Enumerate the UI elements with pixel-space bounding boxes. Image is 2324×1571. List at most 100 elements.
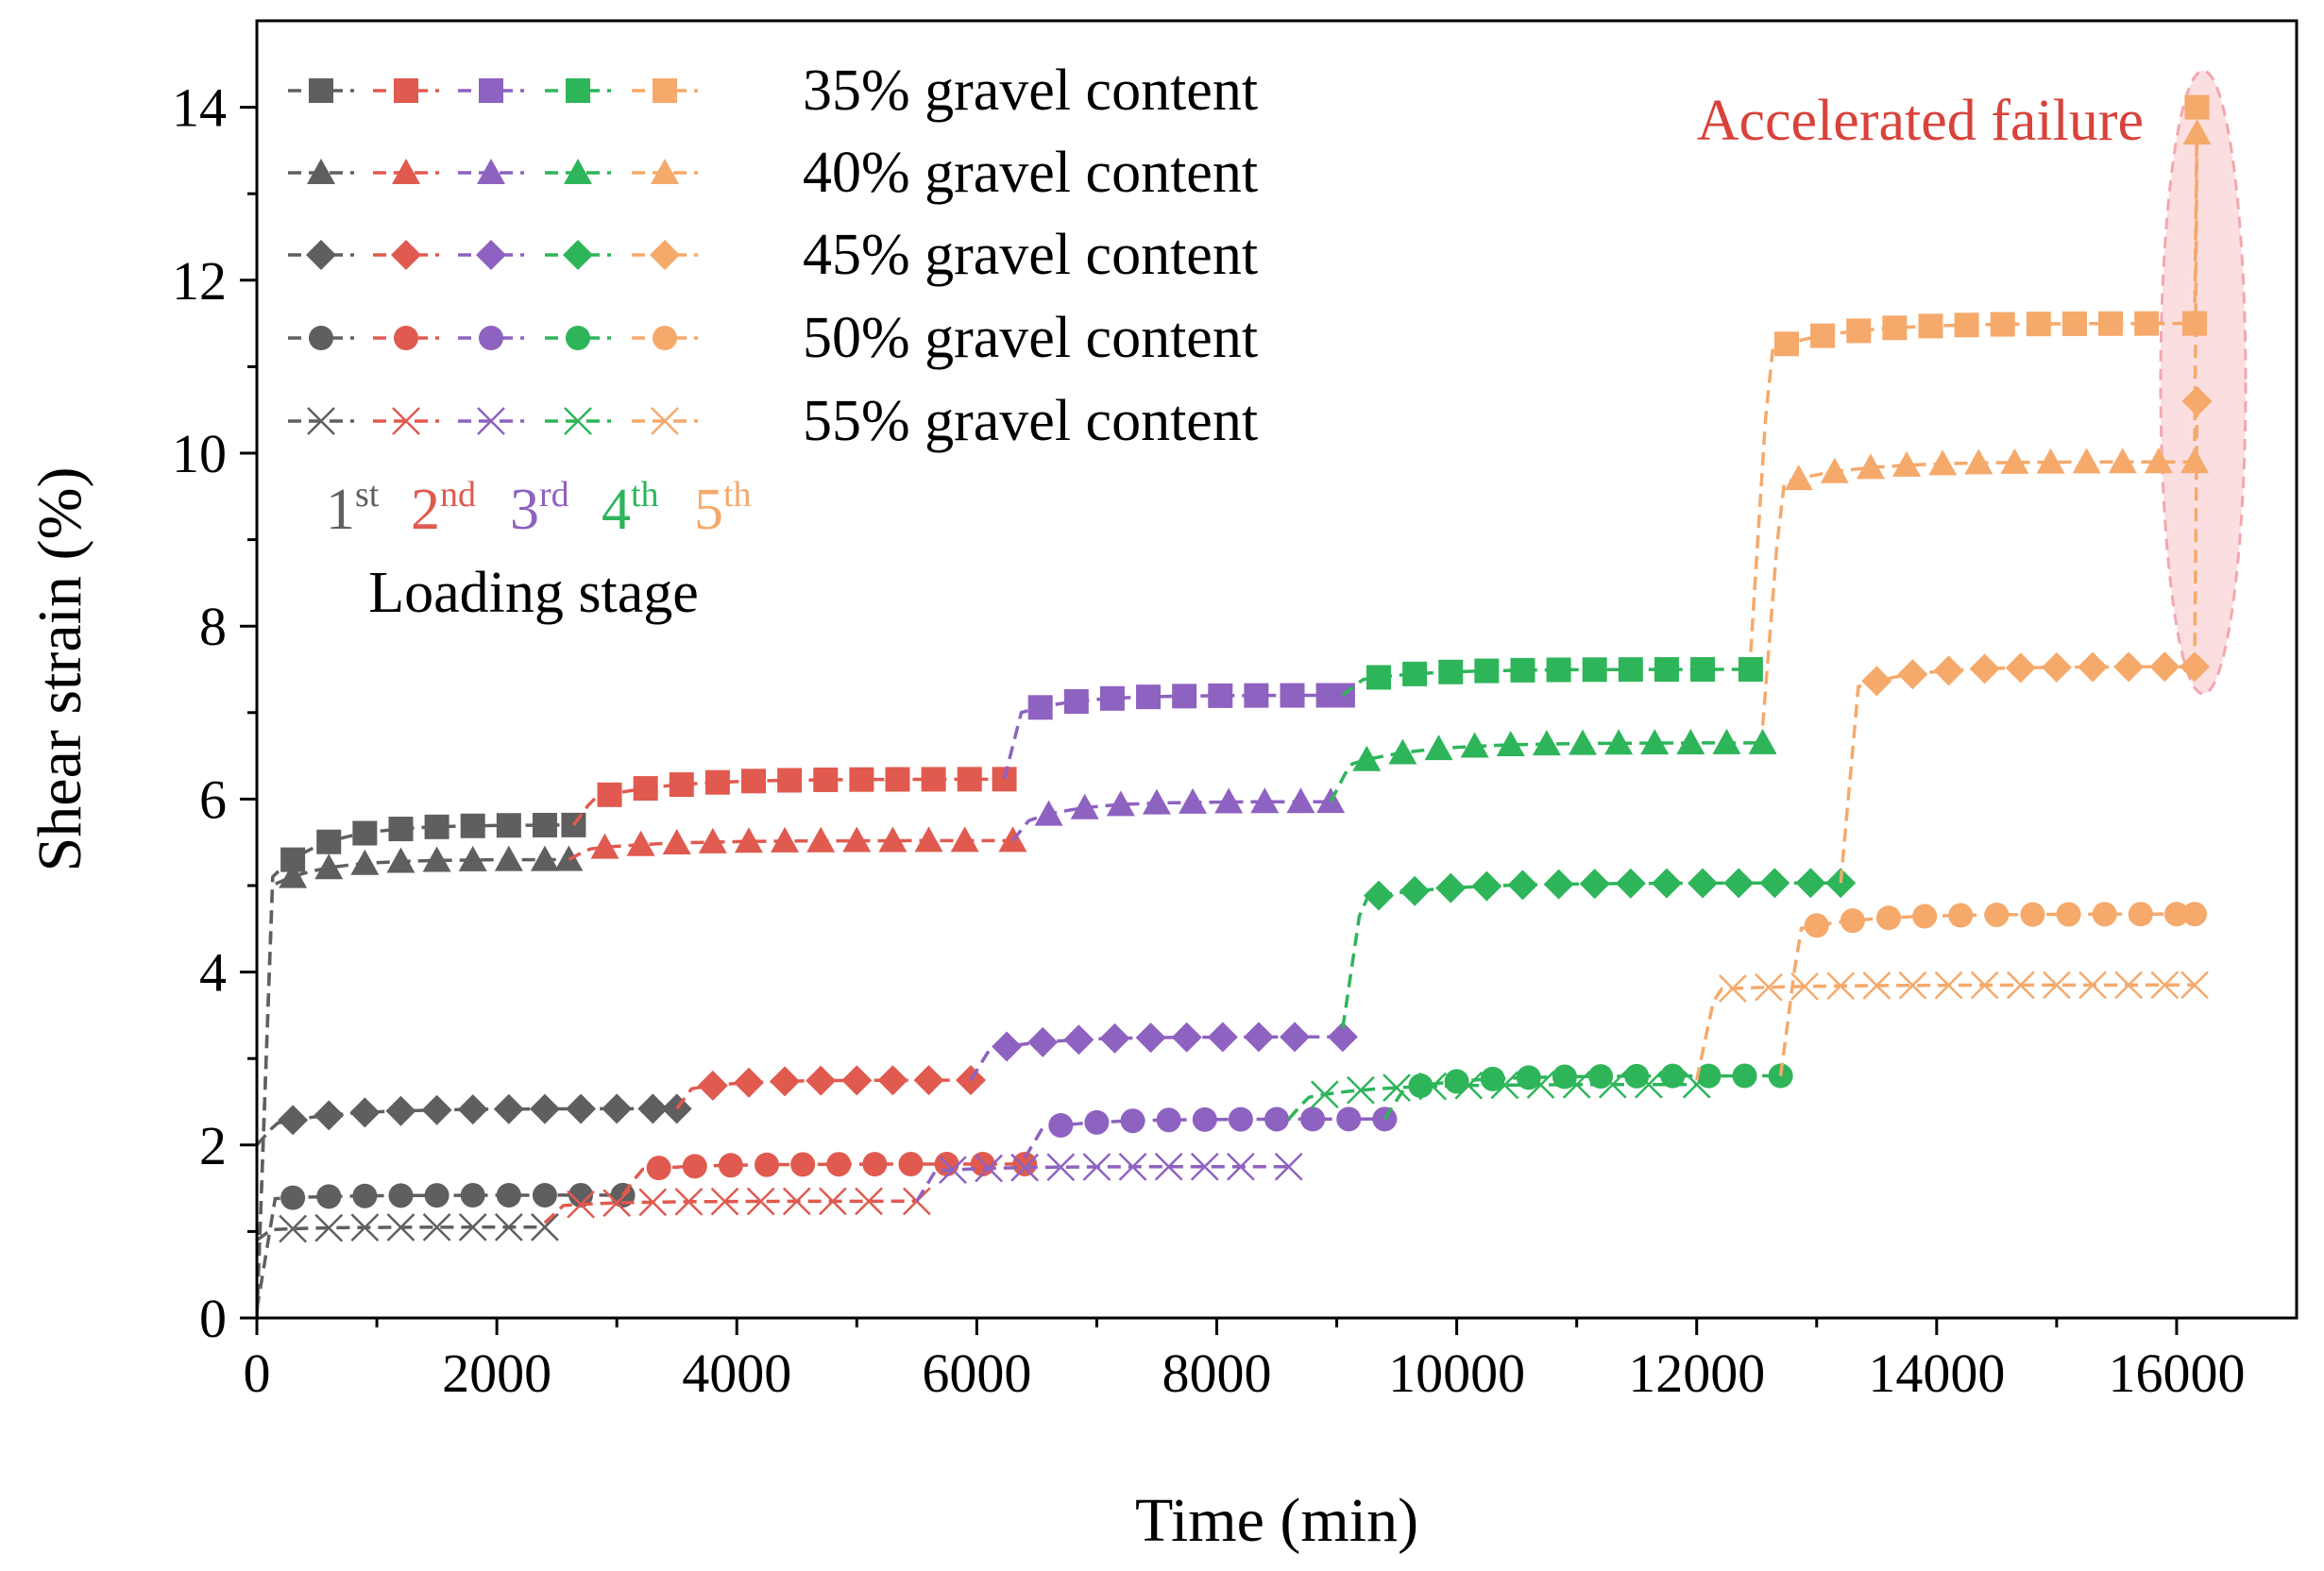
y-tick-label: 10 [172, 423, 227, 484]
data-point [2180, 971, 2209, 1000]
data-point [1490, 1071, 1519, 1100]
data-point [314, 853, 344, 880]
data-point [782, 1187, 811, 1216]
data-point [1759, 868, 1790, 899]
failure-point [2184, 94, 2210, 120]
data-point [1862, 971, 1891, 1000]
data-point [704, 769, 730, 795]
data-point [914, 826, 943, 853]
data-point [682, 1154, 707, 1179]
data-point [1928, 449, 1958, 476]
data-point [1171, 1022, 1202, 1053]
y-tick-label: 0 [199, 1288, 227, 1349]
data-point [1388, 738, 1417, 765]
stage-curve [1383, 1073, 1781, 1121]
series-2 [257, 119, 2212, 1318]
data-point [1948, 903, 1974, 928]
data-point [2182, 902, 2207, 927]
data-point [1676, 728, 1705, 754]
data-point [2128, 902, 2153, 927]
data-point [1510, 657, 1535, 683]
data-point [1970, 971, 1999, 1000]
data-point [386, 1213, 416, 1242]
data-point [1063, 1024, 1094, 1056]
data-point [1099, 1022, 1130, 1054]
data-point [1768, 1063, 1793, 1089]
data-point [697, 1070, 728, 1101]
data-point [1784, 465, 1813, 491]
data-point [1861, 666, 1892, 697]
x-tick-label: 8000 [1162, 1343, 1271, 1404]
x-tick-label: 14000 [1868, 1343, 2005, 1404]
data-point [2078, 971, 2107, 1000]
stage-curve [257, 1193, 623, 1310]
data-point [568, 1182, 594, 1208]
data-point [1984, 902, 2010, 927]
data-point [755, 1152, 779, 1177]
data-point [458, 1212, 487, 1242]
data-point [1748, 728, 1777, 754]
x-axis-title: Time (min) [1135, 1486, 1418, 1555]
data-point [424, 1183, 450, 1208]
data-point [818, 1187, 847, 1216]
data-point [992, 767, 1017, 792]
data-point [1402, 661, 1428, 686]
data-point [1048, 1112, 1074, 1138]
data-point [1034, 800, 1063, 826]
stage-curve [1011, 800, 1332, 842]
data-point [530, 845, 559, 871]
data-point [1532, 730, 1561, 756]
data-point [1562, 1070, 1591, 1099]
data-point [1264, 1106, 1289, 1132]
data-point [2041, 651, 2072, 683]
data-point [1300, 1106, 1326, 1132]
series-1 [257, 94, 2210, 1318]
data-point [826, 1152, 852, 1177]
data-point [460, 1183, 485, 1208]
data-point [1099, 685, 1125, 711]
data-point [1336, 1106, 1362, 1132]
x-tick-label: 4000 [682, 1343, 791, 1404]
data-point [1310, 1080, 1339, 1109]
data-point [1810, 323, 1836, 348]
legend-marker [566, 326, 590, 350]
data-point [460, 813, 485, 838]
x-tick-label: 6000 [922, 1343, 1031, 1404]
data-point [1063, 689, 1089, 715]
data-point [661, 1093, 692, 1124]
data-point [633, 776, 658, 802]
data-point [1027, 1026, 1059, 1057]
failure-curve [2193, 107, 2199, 324]
data-point [494, 1212, 523, 1242]
data-point [278, 1105, 309, 1136]
data-point [457, 1094, 488, 1125]
data-point [1688, 868, 1719, 899]
data-point [1552, 1064, 1577, 1090]
data-point [424, 814, 450, 839]
data-point [1990, 312, 2015, 337]
data-point [2005, 652, 2036, 684]
data-point [1454, 1071, 1484, 1100]
data-point [1738, 657, 1763, 682]
data-point [1790, 971, 1819, 1001]
stage-label: 3rd [510, 475, 569, 542]
data-point [1424, 735, 1453, 761]
stage-label: 4th [602, 475, 659, 542]
legend-label: 35% gravel content [803, 59, 1258, 123]
data-point [734, 827, 763, 853]
data-point [531, 1212, 559, 1242]
data-point [674, 1187, 704, 1216]
data-point [2020, 902, 2045, 927]
legend-label: 40% gravel content [803, 141, 1258, 205]
data-point [1471, 870, 1502, 902]
data-point [1352, 745, 1382, 771]
data-point [1912, 904, 1938, 929]
data-point [1418, 1072, 1448, 1101]
series-5 [257, 971, 2209, 1243]
data-point [1618, 657, 1643, 683]
y-axis-title: Shear strain (%) [25, 467, 94, 872]
data-point [1546, 657, 1571, 683]
data-point [1682, 1070, 1711, 1099]
x-tick-label: 0 [244, 1343, 271, 1404]
series-layer [257, 94, 2213, 1318]
